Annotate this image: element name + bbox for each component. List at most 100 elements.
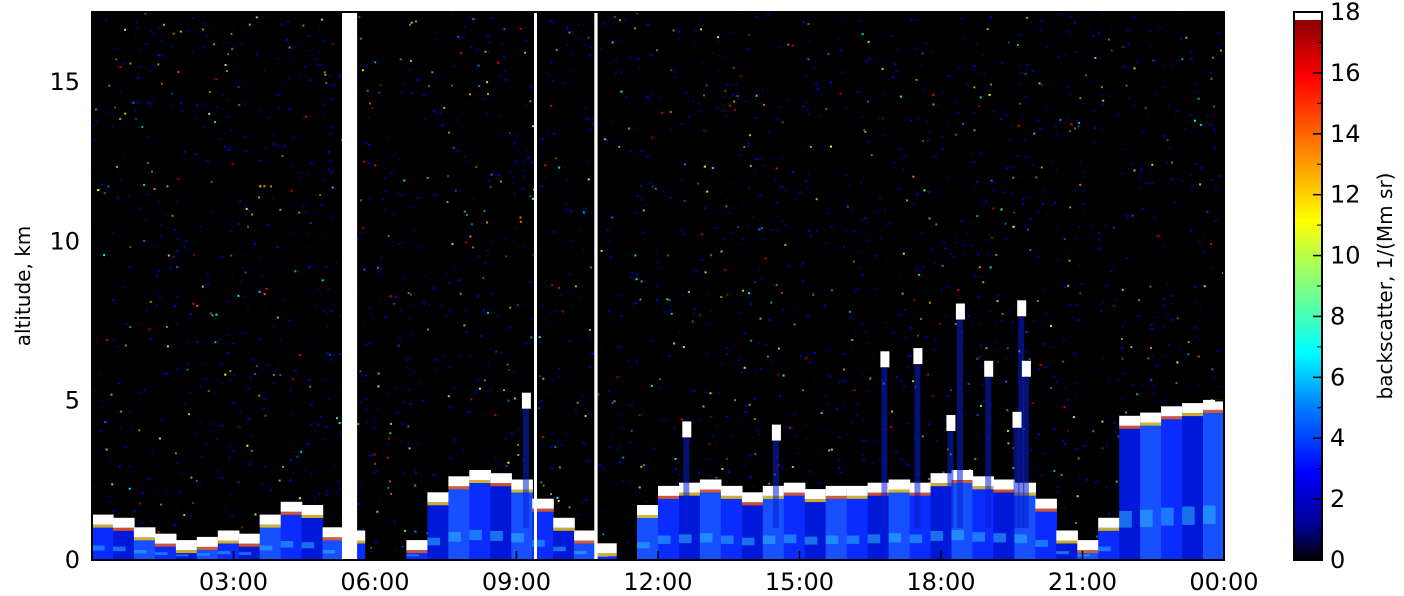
boundary-layer-top bbox=[532, 498, 554, 509]
cloud-fall-streak bbox=[914, 364, 921, 528]
boundary-layer-top bbox=[133, 527, 156, 538]
x-tick-label: 09:00 bbox=[482, 568, 551, 596]
cloud-blob bbox=[771, 424, 781, 441]
boundary-layer-streak bbox=[1077, 554, 1090, 557]
x-tick-label: 00:00 bbox=[1189, 568, 1258, 596]
y-tick-label: 5 bbox=[65, 387, 80, 415]
colorbar-tick-label: 18 bbox=[1330, 0, 1361, 26]
boundary-layer-top bbox=[741, 492, 764, 503]
boundary-layer-top bbox=[1203, 399, 1224, 410]
backscatter-heatmap bbox=[92, 12, 1224, 560]
boundary-layer-streak bbox=[196, 553, 210, 556]
x-tick-label: 06:00 bbox=[340, 568, 409, 596]
boundary-layer-streak bbox=[888, 533, 902, 543]
boundary-layer-streak bbox=[92, 545, 105, 551]
boundary-layer-column bbox=[658, 489, 680, 560]
boundary-layer-column bbox=[1140, 416, 1162, 560]
boundary-layer-streak bbox=[280, 541, 294, 548]
boundary-layer-streak bbox=[1119, 510, 1132, 528]
boundary-layer-top bbox=[280, 501, 303, 512]
boundary-layer-edge bbox=[532, 508, 554, 512]
boundary-layer-streak bbox=[720, 535, 734, 544]
y-axis-label: altitude, km bbox=[11, 226, 35, 347]
colorbar-label: backscatter, 1/(Mm sr) bbox=[1373, 173, 1397, 400]
cloud-fall-streak bbox=[881, 367, 888, 528]
boundary-layer-edge bbox=[1182, 413, 1204, 417]
boundary-layer-column bbox=[846, 489, 869, 560]
boundary-layer-streak bbox=[909, 534, 923, 544]
boundary-layer-streak bbox=[259, 545, 273, 551]
boundary-layer-streak bbox=[406, 554, 419, 557]
boundary-layer-edge bbox=[658, 495, 680, 499]
colorbar-tick-label: 14 bbox=[1330, 120, 1361, 148]
y-tick-label: 0 bbox=[65, 546, 80, 574]
boundary-layer-column bbox=[1203, 403, 1224, 560]
boundary-layer-edge bbox=[595, 553, 617, 557]
boundary-layer-top bbox=[238, 533, 261, 544]
boundary-layer-streak bbox=[238, 552, 252, 555]
boundary-layer-streak bbox=[867, 534, 881, 544]
boundary-layer-column bbox=[741, 496, 764, 560]
boundary-layer-top bbox=[259, 514, 282, 525]
boundary-layer-edge bbox=[259, 524, 282, 528]
boundary-layer-edge bbox=[280, 511, 303, 515]
boundary-layer-edge bbox=[133, 537, 156, 541]
boundary-layer-edge bbox=[1140, 422, 1162, 426]
boundary-layer-edge bbox=[427, 502, 449, 506]
boundary-layer-streak bbox=[469, 529, 482, 541]
boundary-layer-streak bbox=[637, 542, 650, 549]
boundary-layer-top bbox=[720, 485, 743, 496]
colorbar-tick-label: 0 bbox=[1330, 546, 1345, 574]
cloud-blob bbox=[984, 360, 994, 377]
boundary-layer-streak bbox=[993, 533, 1006, 543]
boundary-layer-column bbox=[469, 474, 491, 560]
boundary-layer-top bbox=[574, 530, 596, 541]
boundary-layer-edge bbox=[699, 489, 722, 493]
boundary-layer-streak bbox=[741, 537, 755, 546]
boundary-layer-edge bbox=[867, 492, 890, 496]
boundary-layer-streak bbox=[553, 546, 566, 552]
data-gap bbox=[342, 12, 358, 560]
boundary-layer-edge bbox=[448, 486, 470, 490]
boundary-layer-edge bbox=[783, 492, 806, 496]
boundary-layer-edge bbox=[804, 499, 827, 503]
boundary-layer-streak bbox=[301, 542, 315, 549]
boundary-layer-top bbox=[993, 479, 1015, 490]
boundary-layer-edge bbox=[238, 543, 261, 547]
y-axis: 0 5 10 15 bbox=[49, 68, 1224, 574]
boundary-layer-edge bbox=[574, 540, 596, 544]
boundary-layer-edge bbox=[1161, 416, 1183, 420]
boundary-layer-streak bbox=[448, 532, 461, 542]
boundary-layer-streak bbox=[133, 550, 147, 554]
boundary-layer-edge bbox=[217, 540, 240, 544]
boundary-layer-edge bbox=[888, 489, 911, 493]
boundary-layer-edge bbox=[741, 502, 764, 506]
boundary-layer-top bbox=[1077, 540, 1099, 551]
boundary-layer-column bbox=[804, 493, 827, 560]
boundary-layer-column bbox=[490, 477, 512, 560]
boundary-layer-streak bbox=[1056, 551, 1069, 555]
boundary-layer-top bbox=[1161, 406, 1183, 417]
boundary-layer-streak bbox=[1140, 509, 1153, 527]
boundary-layer-top bbox=[1140, 412, 1162, 423]
boundary-layer-streak bbox=[1014, 534, 1027, 544]
boundary-layer-streak bbox=[679, 534, 692, 544]
colorbar-over-swatch bbox=[1294, 12, 1322, 20]
boundary-layer-column bbox=[1161, 410, 1183, 560]
boundary-layer-edge bbox=[825, 495, 848, 499]
boundary-layer-edge bbox=[1098, 527, 1120, 531]
boundary-layer-streak bbox=[1203, 505, 1216, 525]
colorbar-tick-label: 10 bbox=[1330, 242, 1361, 270]
boundary-layer-streak bbox=[1182, 506, 1195, 525]
boundary-layer-edge bbox=[196, 546, 219, 550]
boundary-layer-top bbox=[511, 479, 533, 490]
boundary-layer-column bbox=[679, 486, 701, 560]
boundary-layer-column bbox=[1119, 419, 1141, 560]
boundary-layer-edge bbox=[637, 515, 659, 518]
cloud-blob bbox=[1017, 300, 1027, 317]
data-gap bbox=[534, 12, 537, 560]
boundary-layer-streak bbox=[951, 529, 965, 541]
boundary-layer-edge bbox=[175, 550, 198, 554]
boundary-layer-streak bbox=[972, 532, 985, 542]
boundary-layer-streak bbox=[1035, 539, 1048, 547]
